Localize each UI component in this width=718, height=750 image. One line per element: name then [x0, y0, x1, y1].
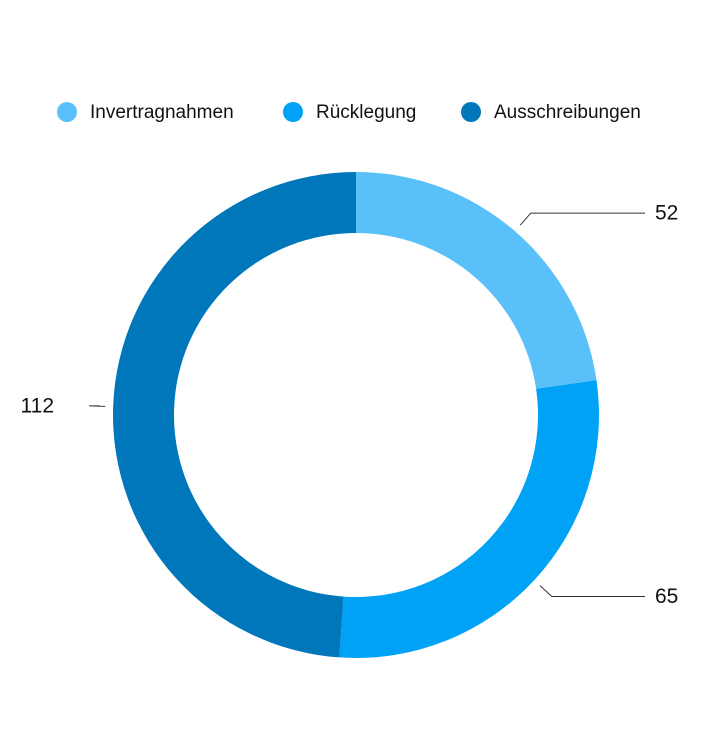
legend-text: Rücklegung: [316, 102, 416, 123]
leader-line: [89, 405, 106, 407]
value-label: 52: [655, 202, 678, 225]
donut-segment: [339, 380, 599, 658]
legend-text: Invertragnahmen: [90, 102, 234, 123]
legend-text: Ausschreibungen: [494, 102, 641, 123]
value-label: 112: [21, 394, 54, 417]
legend-marker: [461, 102, 481, 122]
donut-segment: [356, 172, 597, 389]
leader-line: [519, 212, 645, 226]
donut-segment: [113, 172, 356, 658]
leader-line: [539, 585, 645, 598]
value-label: 65: [655, 585, 678, 608]
legend-marker: [283, 102, 303, 122]
legend-marker: [57, 102, 77, 122]
